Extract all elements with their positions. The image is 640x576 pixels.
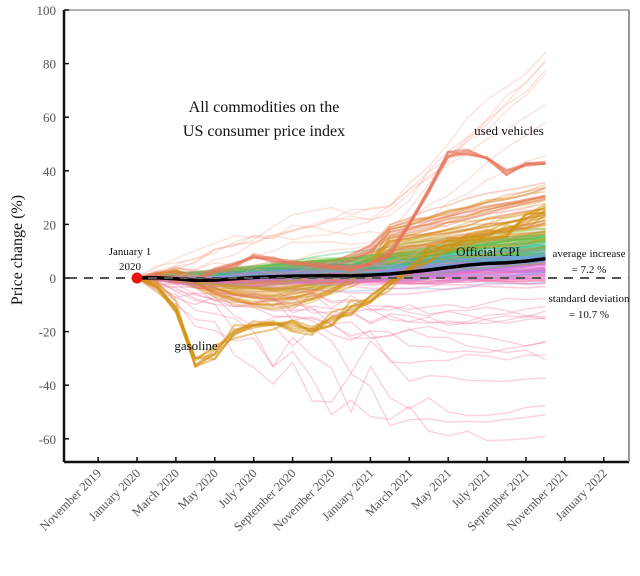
commodity-line-outlier (136, 69, 547, 280)
commodity-line (136, 275, 546, 285)
commodity-line (136, 207, 546, 306)
y-tick-label: 100 (37, 3, 57, 18)
commodity-line (136, 208, 546, 298)
commodity-line-outlier (136, 277, 546, 383)
commodity-line (136, 276, 546, 285)
commodity-line (136, 246, 546, 290)
y-tick-label: 20 (43, 217, 56, 232)
commodity-line-outlier (136, 277, 546, 442)
commodity-line (136, 265, 546, 286)
std-dev-label: standard deviation (549, 293, 630, 305)
commodity-line (136, 244, 546, 298)
commodity-line-outlier (136, 277, 546, 364)
commodity-line (136, 274, 546, 287)
commodity-line (136, 214, 546, 301)
commodity-line (136, 237, 546, 289)
start-label-line1: January 1 (109, 246, 151, 258)
commodity-line-outlier (136, 277, 546, 347)
gasoline-line (136, 203, 546, 368)
y-tick-label: 60 (43, 110, 56, 125)
commodity-line (136, 186, 546, 310)
commodity-line (136, 277, 546, 290)
commodity-line (136, 235, 546, 279)
commodity-line-outlier (136, 198, 546, 284)
commodity-line-outlier (136, 103, 546, 279)
commodity-line-outlier (136, 59, 547, 279)
y-ticks: 100 80 60 40 20 0 -20 -40 -60 (37, 3, 69, 447)
commodity-line-outlier (136, 277, 546, 325)
commodity-line (136, 196, 546, 307)
commodity-line (136, 198, 546, 282)
commodity-line (136, 234, 546, 293)
commodity-line (136, 199, 546, 311)
commodity-line (136, 265, 546, 284)
commodity-line-outlier (136, 73, 547, 279)
commodity-line (136, 239, 546, 291)
commodity-line (136, 206, 546, 309)
commodity-line (136, 256, 546, 279)
x-tick-label: May 2021 (408, 466, 454, 512)
commodity-line-outlier (136, 277, 546, 354)
start-label-line2: 2020 (119, 261, 142, 273)
average-increase-label: average increase (553, 248, 626, 260)
y-tick-label: 40 (43, 164, 56, 179)
commodity-line (136, 232, 546, 286)
gasoline-label: gasoline (174, 338, 218, 353)
chart-title-line1: All commodities on the (189, 99, 340, 116)
commodity-line (136, 238, 546, 292)
commodity-line (136, 241, 546, 279)
commodity-line-outlier (136, 51, 547, 279)
official-cpi-label: Official CPI (456, 244, 520, 259)
commodity-line (136, 191, 546, 305)
used-vehicles-line (136, 148, 546, 283)
official-cpi-line (136, 256, 546, 283)
commodity-line-outlier (136, 277, 546, 318)
commodity-line (136, 247, 546, 279)
axes (62, 9, 630, 464)
commodity-line (136, 262, 546, 287)
x-tick-label: May 2020 (175, 466, 221, 512)
commodity-line-outlier (136, 155, 546, 279)
y-axis-title: Price change (%) (9, 195, 26, 305)
y-tick-label: -40 (39, 378, 56, 393)
commodity-line (136, 269, 546, 284)
gasoline-line (136, 216, 546, 363)
commodity-line (136, 215, 546, 290)
commodity-line (136, 238, 546, 279)
chart-title-line2: US consumer price index (183, 123, 345, 140)
commodity-line-outlier (136, 277, 546, 417)
start-point-marker (131, 272, 143, 284)
commodity-line-outlier (136, 276, 546, 313)
commodity-line (136, 272, 546, 286)
commodity-line (136, 277, 546, 286)
commodity-line (136, 239, 546, 279)
y-tick-label: -20 (39, 325, 56, 340)
commodity-line (136, 232, 546, 295)
average-increase-value: = 7.2 % (572, 264, 607, 276)
commodity-line (136, 237, 546, 301)
y-tick-label: -60 (39, 432, 56, 447)
commodity-line (136, 277, 546, 296)
std-dev-value: = 10.7 % (569, 309, 609, 321)
y-tick-label: 0 (50, 271, 57, 286)
commodity-line (136, 271, 546, 287)
commodity-line (136, 266, 546, 288)
key-series-lines (136, 148, 547, 369)
used-vehicles-label: used vehicles (474, 123, 544, 138)
commodity-line (136, 273, 546, 288)
y-tick-label: 80 (43, 57, 56, 72)
commodity-line-outlier (136, 121, 546, 285)
commodity-line (136, 239, 546, 279)
commodity-line-outlier (136, 277, 546, 361)
commodity-line-outlier (136, 277, 546, 427)
commodity-line (136, 207, 546, 291)
